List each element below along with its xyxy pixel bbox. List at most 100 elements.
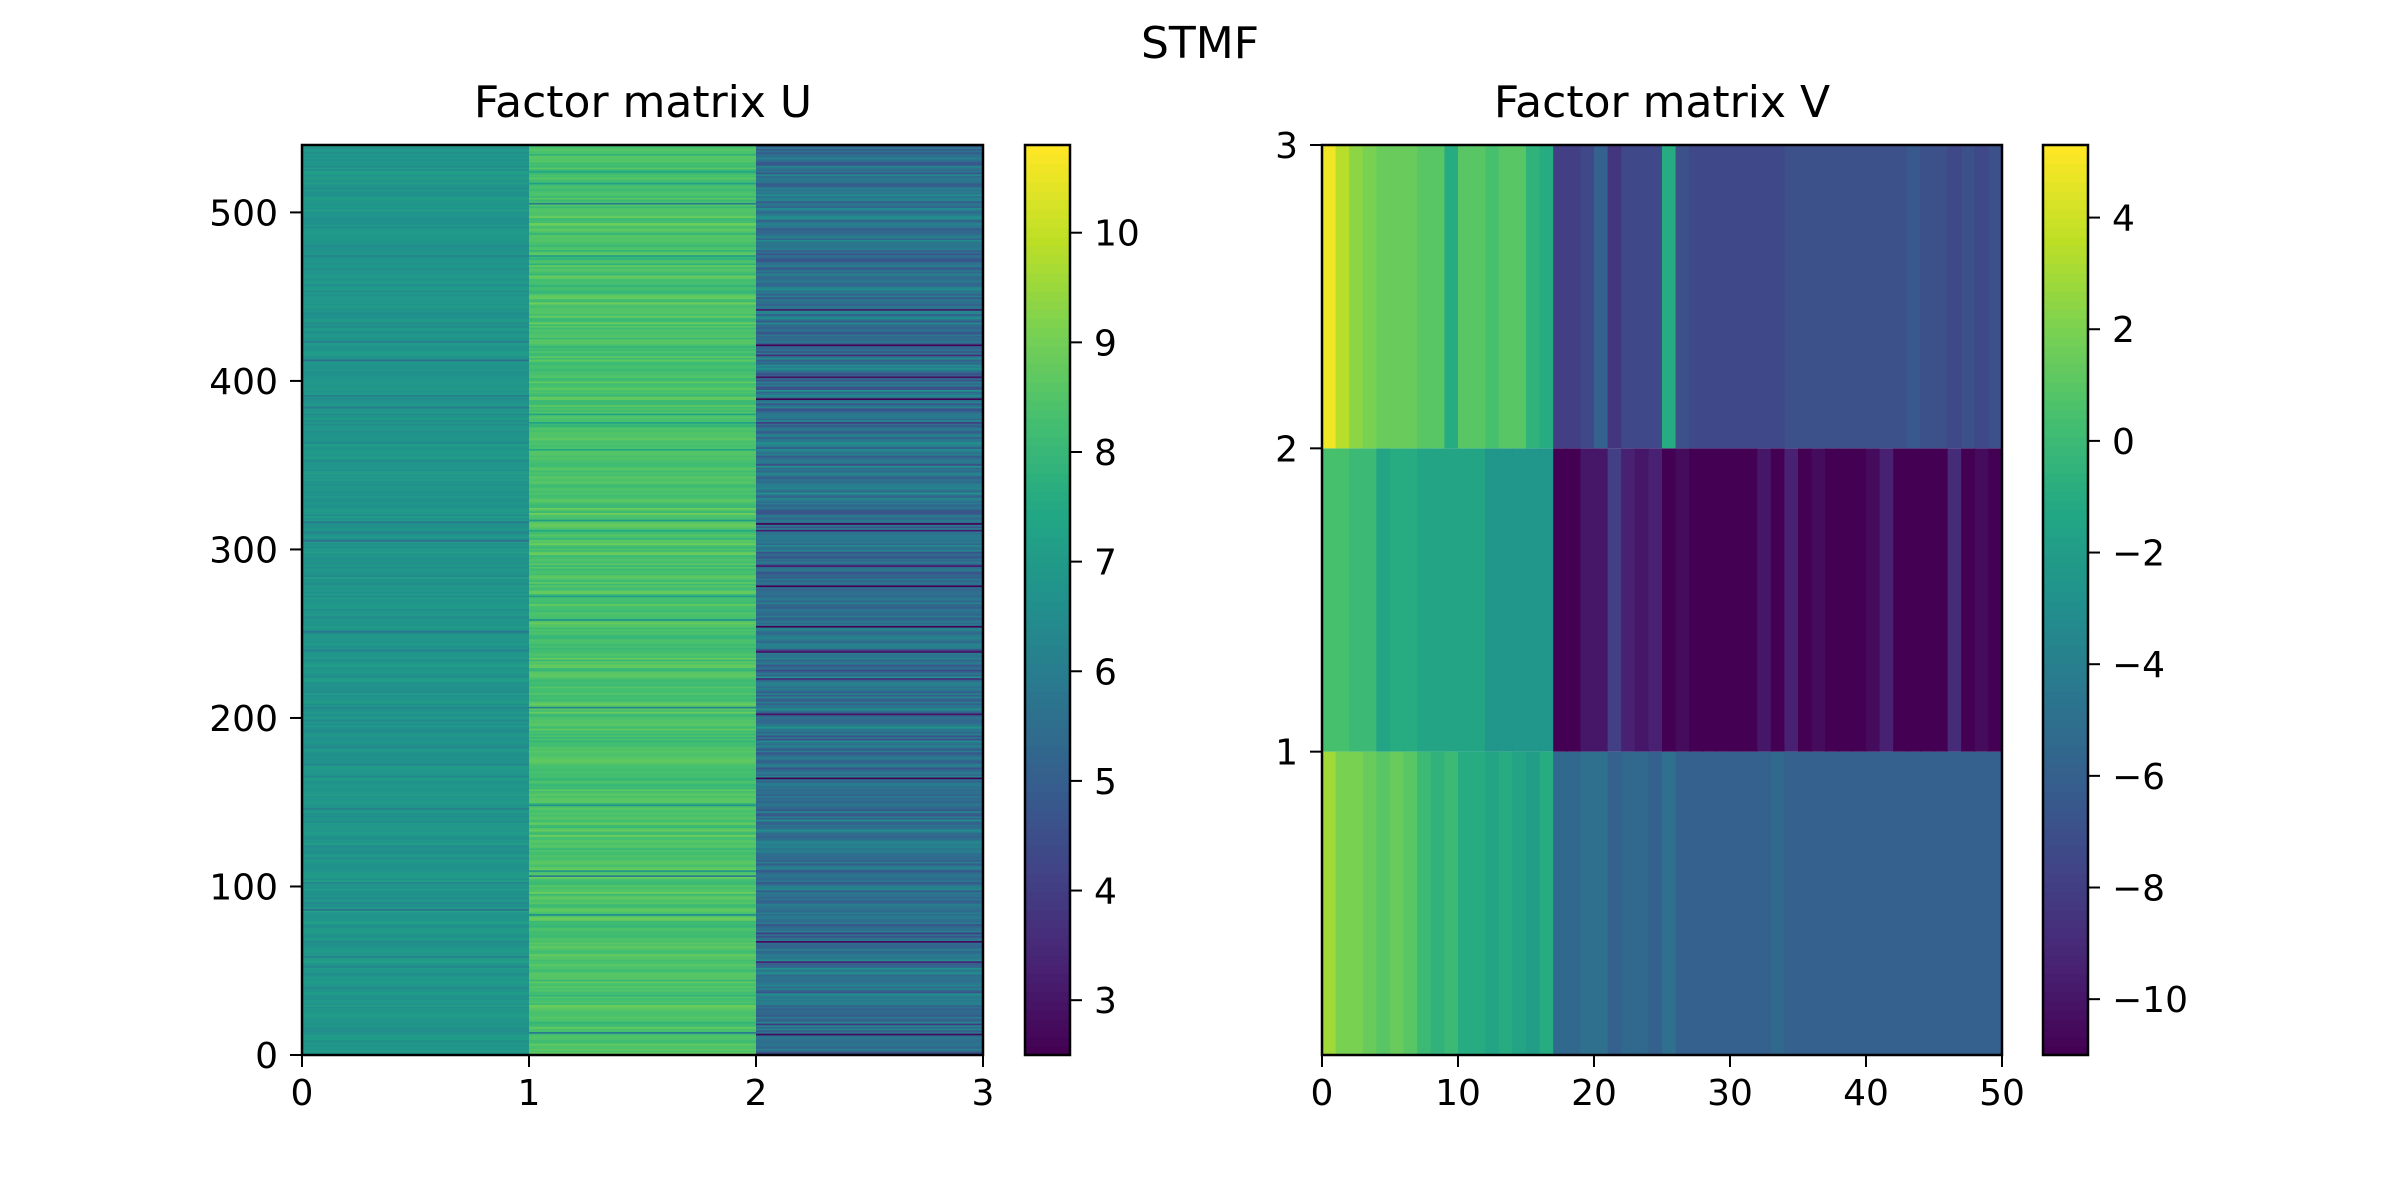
u-cell [302,1014,530,1017]
u-cell [756,751,984,754]
u-cell [529,475,757,478]
u-cell [529,502,757,505]
u-cell [529,163,757,166]
u-cell [529,418,757,421]
u-cell [302,633,530,636]
u-cell [529,438,757,441]
u-cell [529,682,757,685]
u-cell [529,606,757,610]
v-colorbar-segment [2043,1018,2088,1029]
u-cell [756,281,984,284]
v-cell [1974,145,1989,449]
v-cell [1852,751,1867,1055]
v-cell [1444,751,1459,1055]
u-cell [756,471,984,475]
u-cell [756,205,984,208]
u-cell [529,985,757,989]
u-cell [302,461,530,465]
u-cell [756,613,984,616]
v-cell [1403,145,1418,449]
u-cell [529,345,757,348]
u-cell [302,266,530,269]
v-colorbar-tick-label: 4 [2112,199,2135,240]
u-cell [302,903,530,906]
u-cell [529,938,757,942]
u-cell [756,207,984,210]
u-cell [529,348,757,352]
v-colorbar-segment [2043,509,2088,520]
u-cell [529,478,757,481]
u-cell [756,530,984,534]
u-cell [302,298,530,301]
u-colorbar-segment [1025,463,1070,474]
v-colorbar-segment [2043,490,2088,501]
u-cell [302,707,530,711]
u-cell [529,254,757,257]
u-cell [529,635,757,638]
u-cell [302,380,530,384]
u-cell [529,915,757,918]
u-cell [529,510,757,513]
u-cell [302,168,530,171]
u-cell [756,202,984,205]
u-cell [529,224,757,227]
u-cell [756,461,984,465]
u-cell [302,692,530,695]
u-cell [529,758,757,761]
u-cell [756,337,984,340]
u-cell [529,274,757,278]
u-cell [302,670,530,674]
u-cell [302,970,530,974]
u-cell [302,643,530,647]
u-cell [529,685,757,689]
u-cell [529,407,757,411]
v-cell [1580,751,1595,1055]
u-cell [756,584,984,588]
u-cell [302,706,530,709]
u-cell [756,303,984,306]
u-cell [756,696,984,699]
u-cell [756,1044,984,1048]
u-cell [756,960,984,963]
u-cell [529,615,757,618]
u-cell [302,738,530,741]
u-cell [302,534,530,537]
u-cell [756,829,984,832]
u-cell [302,542,530,545]
v-colorbar-segment [2043,691,2088,702]
u-cell [756,1039,984,1043]
u-cell [529,687,757,690]
u-cell [529,884,757,888]
u-ytick-label: 0 [255,1036,278,1077]
u-cell [529,788,757,792]
u-cell [756,992,984,995]
u-cell [756,178,984,181]
u-cell [302,308,530,311]
u-cell [756,726,984,729]
u-cell [756,332,984,335]
u-cell [756,643,984,647]
u-cell [529,1044,757,1048]
u-cell [529,234,757,237]
u-cell [302,217,530,220]
u-cell [302,416,530,419]
u-cell [529,640,757,643]
u-cell [756,274,984,278]
u-cell [529,931,757,935]
u-cell [302,928,530,931]
u-cell [302,219,530,222]
u-cell [529,461,757,465]
u-cell [302,814,530,817]
u-cell [529,446,757,449]
v-ytick-label: 1 [1275,733,1298,774]
u-cell [529,933,757,936]
u-cell [302,795,530,798]
v-cell [1757,448,1772,752]
u-cell [302,596,530,599]
u-cell [756,923,984,926]
v-cell [1594,751,1609,1055]
u-cell [756,820,984,824]
u-cell [756,596,984,599]
u-colorbar-segment [1025,627,1070,638]
